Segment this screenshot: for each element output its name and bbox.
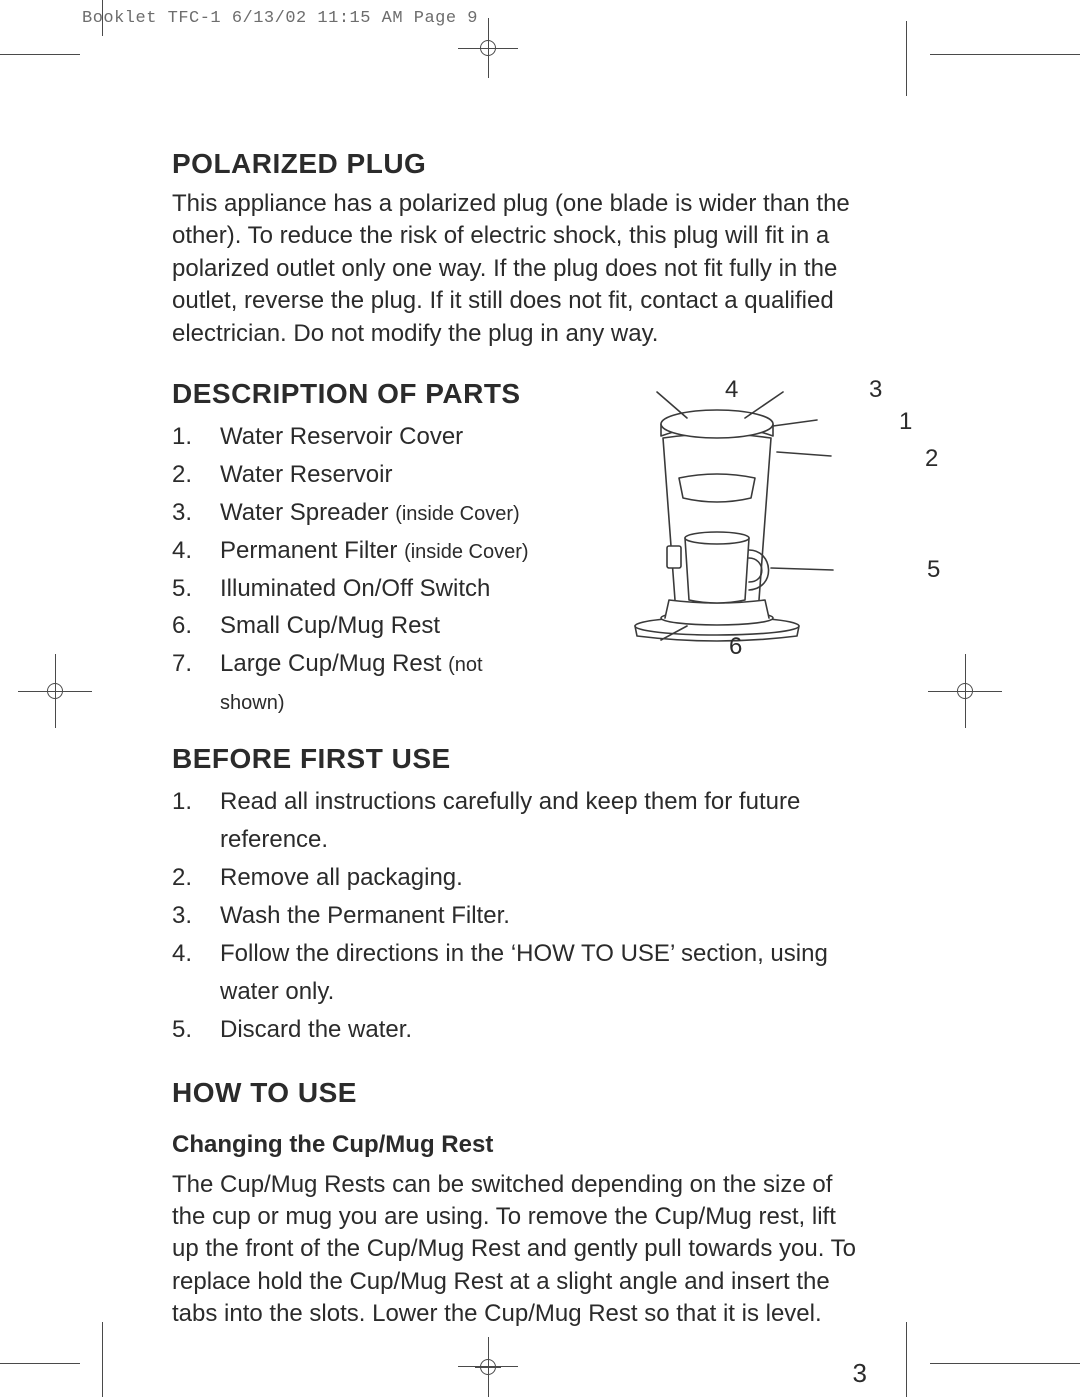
heading-how-to-use: HOW TO USE bbox=[172, 1077, 867, 1109]
parts-column: DESCRIPTION OF PARTS Water Reservoir Cov… bbox=[172, 378, 545, 721]
parts-list: Water Reservoir Cover Water Reservoir Wate… bbox=[172, 418, 545, 721]
parts-list-item: Water Reservoir Cover bbox=[172, 418, 545, 456]
step-item: Remove all packaging. bbox=[172, 859, 867, 897]
body-polarized-plug: This appliance has a polarized plug (one… bbox=[172, 188, 867, 350]
step-item: Discard the water. bbox=[172, 1011, 867, 1049]
subheading-changing-rest: Changing the Cup/Mug Rest bbox=[172, 1131, 867, 1159]
part-label: Illuminated On/Off Switch bbox=[220, 575, 490, 602]
crop-mark bbox=[0, 1363, 80, 1364]
diagram-callout-3: 3 bbox=[869, 376, 882, 404]
body-how-to-use: The Cup/Mug Rests can be switched depend… bbox=[172, 1169, 867, 1331]
crop-mark bbox=[55, 654, 56, 728]
crop-mark bbox=[906, 1322, 907, 1397]
diagram-callout-5: 5 bbox=[927, 556, 940, 584]
parts-row: DESCRIPTION OF PARTS Water Reservoir Cov… bbox=[172, 378, 867, 721]
parts-list-item: Water Spreader (inside Cover) bbox=[172, 494, 545, 532]
crop-mark bbox=[930, 1363, 1080, 1364]
step-item: Follow the directions in the ‘HOW TO USE… bbox=[172, 935, 867, 1011]
before-first-use-steps: Read all instructions carefully and keep… bbox=[172, 783, 867, 1048]
parts-diagram: 123456 bbox=[567, 378, 867, 673]
crop-mark bbox=[965, 654, 966, 728]
parts-list-item: Permanent Filter (inside Cover) bbox=[172, 532, 545, 570]
part-label: Water Spreader bbox=[220, 499, 395, 526]
part-label: Water Reservoir Cover bbox=[220, 423, 463, 450]
parts-list-item: Illuminated On/Off Switch bbox=[172, 570, 545, 608]
crop-mark bbox=[906, 21, 907, 96]
diagram-callout-2: 2 bbox=[925, 445, 938, 473]
heading-description-of-parts: DESCRIPTION OF PARTS bbox=[172, 378, 545, 410]
part-note: (inside Cover) bbox=[404, 541, 528, 563]
coffeemaker-illustration bbox=[567, 378, 867, 668]
manual-page: Booklet TFC-1 6/13/02 11:15 AM Page 9 PO… bbox=[0, 0, 1080, 1397]
crop-mark bbox=[0, 54, 80, 55]
diagram-callout-1: 1 bbox=[899, 408, 912, 436]
parts-list-item: Water Reservoir bbox=[172, 456, 545, 494]
heading-before-first-use: BEFORE FIRST USE bbox=[172, 743, 867, 775]
page-content: POLARIZED PLUG This appliance has a pola… bbox=[172, 148, 867, 1331]
crop-mark bbox=[102, 1322, 103, 1397]
heading-polarized-plug: POLARIZED PLUG bbox=[172, 148, 867, 180]
part-label: Large Cup/Mug Rest bbox=[220, 650, 448, 677]
part-label: Small Cup/Mug Rest bbox=[220, 612, 440, 639]
step-item: Wash the Permanent Filter. bbox=[172, 897, 867, 935]
parts-list-item: Large Cup/Mug Rest (not shown) bbox=[172, 645, 545, 721]
diagram-callout-6: 6 bbox=[729, 633, 742, 661]
crop-mark bbox=[102, 0, 103, 36]
part-label: Water Reservoir bbox=[220, 461, 392, 488]
parts-list-item: Small Cup/Mug Rest bbox=[172, 607, 545, 645]
registration-mark bbox=[475, 35, 501, 61]
diagram-callout-4: 4 bbox=[725, 376, 738, 404]
page-number: 3 bbox=[853, 1358, 867, 1389]
printer-header: Booklet TFC-1 6/13/02 11:15 AM Page 9 bbox=[82, 9, 478, 28]
part-note: (inside Cover) bbox=[395, 503, 519, 525]
step-item: Read all instructions carefully and keep… bbox=[172, 783, 867, 859]
registration-mark bbox=[475, 1354, 501, 1380]
crop-mark bbox=[930, 54, 1080, 55]
part-label: Permanent Filter bbox=[220, 537, 404, 564]
